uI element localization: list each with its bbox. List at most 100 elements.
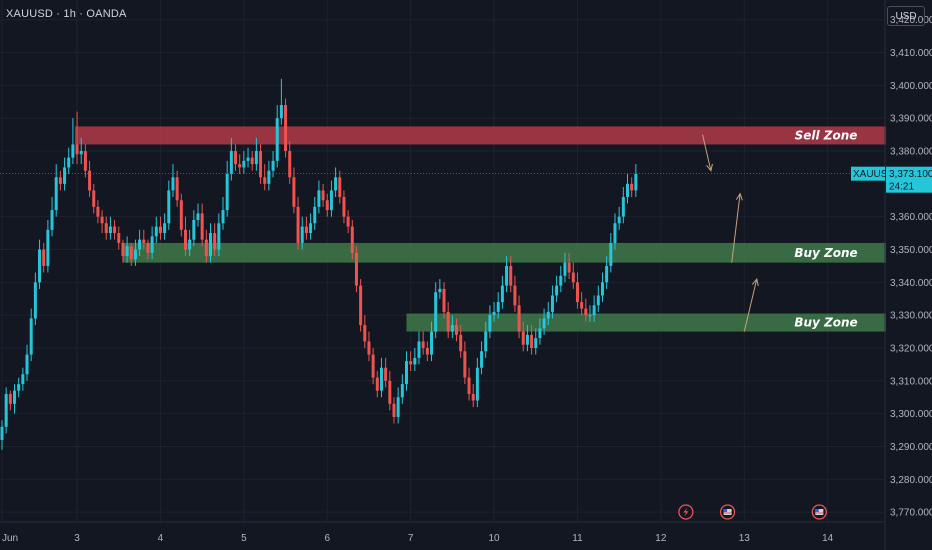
candle-body bbox=[279, 105, 283, 119]
candle bbox=[621, 187, 625, 224]
candle-body bbox=[630, 183, 634, 191]
candle-body bbox=[83, 151, 87, 171]
candle bbox=[25, 344, 29, 381]
candle bbox=[33, 272, 37, 326]
candle bbox=[588, 305, 592, 322]
candle bbox=[267, 160, 271, 191]
candle bbox=[217, 213, 221, 257]
candle-body bbox=[17, 384, 21, 391]
candle-body bbox=[334, 177, 338, 191]
y-tick-label: 3,360.000 bbox=[890, 212, 932, 223]
y-tick-label: 3,290.000 bbox=[890, 442, 932, 453]
x-tick-label: 11 bbox=[572, 533, 583, 544]
candle-body bbox=[350, 226, 354, 253]
candle-body bbox=[425, 348, 429, 355]
candle-body bbox=[246, 157, 250, 161]
candle-body bbox=[92, 190, 96, 207]
candle-body bbox=[138, 239, 142, 250]
candle bbox=[0, 420, 4, 450]
candle bbox=[442, 282, 446, 319]
candle-body bbox=[167, 190, 171, 224]
candle-body bbox=[154, 226, 158, 237]
candle bbox=[580, 292, 584, 316]
candle-body bbox=[634, 174, 638, 191]
candle-body bbox=[542, 318, 546, 329]
candle bbox=[204, 229, 208, 263]
candle bbox=[304, 216, 308, 240]
candle bbox=[209, 223, 212, 263]
candle bbox=[567, 252, 571, 280]
candle bbox=[238, 154, 242, 174]
candle bbox=[271, 151, 275, 178]
candle-body bbox=[609, 242, 613, 266]
candle bbox=[413, 348, 417, 371]
candle bbox=[455, 318, 459, 342]
candle bbox=[471, 384, 475, 408]
candle bbox=[138, 229, 142, 257]
candle bbox=[250, 151, 254, 171]
sell-zone bbox=[74, 126, 887, 145]
candle-body bbox=[188, 239, 192, 250]
candle bbox=[158, 216, 162, 240]
y-tick-label: 3,380.000 bbox=[890, 147, 932, 158]
candle bbox=[396, 387, 400, 424]
candle bbox=[259, 144, 263, 184]
x-tick-label: 14 bbox=[822, 533, 834, 544]
candle-body bbox=[209, 233, 212, 257]
candle bbox=[492, 302, 496, 322]
candle-body bbox=[229, 151, 233, 174]
candle bbox=[480, 341, 484, 375]
candle bbox=[254, 137, 258, 171]
candle bbox=[559, 265, 563, 293]
candle-body bbox=[538, 328, 542, 339]
candle bbox=[450, 315, 454, 339]
candle-body bbox=[288, 151, 292, 178]
flag-event-icon bbox=[719, 504, 736, 520]
candle-body bbox=[438, 288, 442, 293]
candle-body bbox=[75, 144, 79, 155]
candle bbox=[75, 111, 79, 165]
candle bbox=[409, 351, 413, 371]
buy-zone bbox=[122, 242, 887, 263]
candle bbox=[192, 210, 196, 247]
candle-body bbox=[338, 177, 342, 197]
candle bbox=[505, 256, 509, 293]
candle bbox=[183, 216, 187, 257]
candle bbox=[154, 216, 158, 243]
candle-body bbox=[563, 262, 567, 276]
candle-body bbox=[525, 334, 529, 345]
candle bbox=[284, 98, 288, 158]
time-axis[interactable]: Jun 3 4 5 6 7 10 11 12 13 14 bbox=[0, 521, 885, 544]
candle-body bbox=[417, 341, 421, 358]
candle-body bbox=[567, 262, 571, 273]
candle bbox=[108, 216, 112, 240]
currency-button[interactable]: USD bbox=[887, 6, 925, 26]
candle-body bbox=[600, 282, 604, 296]
zone-label: Buy Zone bbox=[794, 246, 857, 260]
buy-zone bbox=[406, 313, 887, 332]
candle bbox=[496, 292, 500, 319]
candle bbox=[163, 213, 167, 240]
candle bbox=[542, 308, 546, 335]
price-axis[interactable]: 3,420.000 3,410.000 3,400.000 3,390.000 3,38… bbox=[884, 0, 932, 550]
candle-body bbox=[467, 377, 471, 394]
candle-body bbox=[158, 226, 162, 234]
horizontal-gridlines bbox=[0, 19, 885, 513]
candle bbox=[96, 200, 100, 224]
candle bbox=[221, 196, 225, 230]
candle-body bbox=[275, 118, 279, 161]
candle bbox=[363, 315, 367, 348]
countdown-text: 24:21 bbox=[889, 182, 914, 193]
candle bbox=[630, 177, 634, 197]
zone-label: Sell Zone bbox=[795, 128, 858, 142]
candle-body bbox=[379, 367, 383, 391]
candle-body bbox=[259, 151, 263, 178]
candle bbox=[167, 180, 171, 230]
candle bbox=[279, 78, 283, 125]
candle bbox=[600, 272, 604, 303]
candle bbox=[92, 183, 96, 214]
candle-body bbox=[121, 242, 125, 257]
candle-body bbox=[175, 177, 179, 201]
candle-body bbox=[163, 223, 167, 234]
